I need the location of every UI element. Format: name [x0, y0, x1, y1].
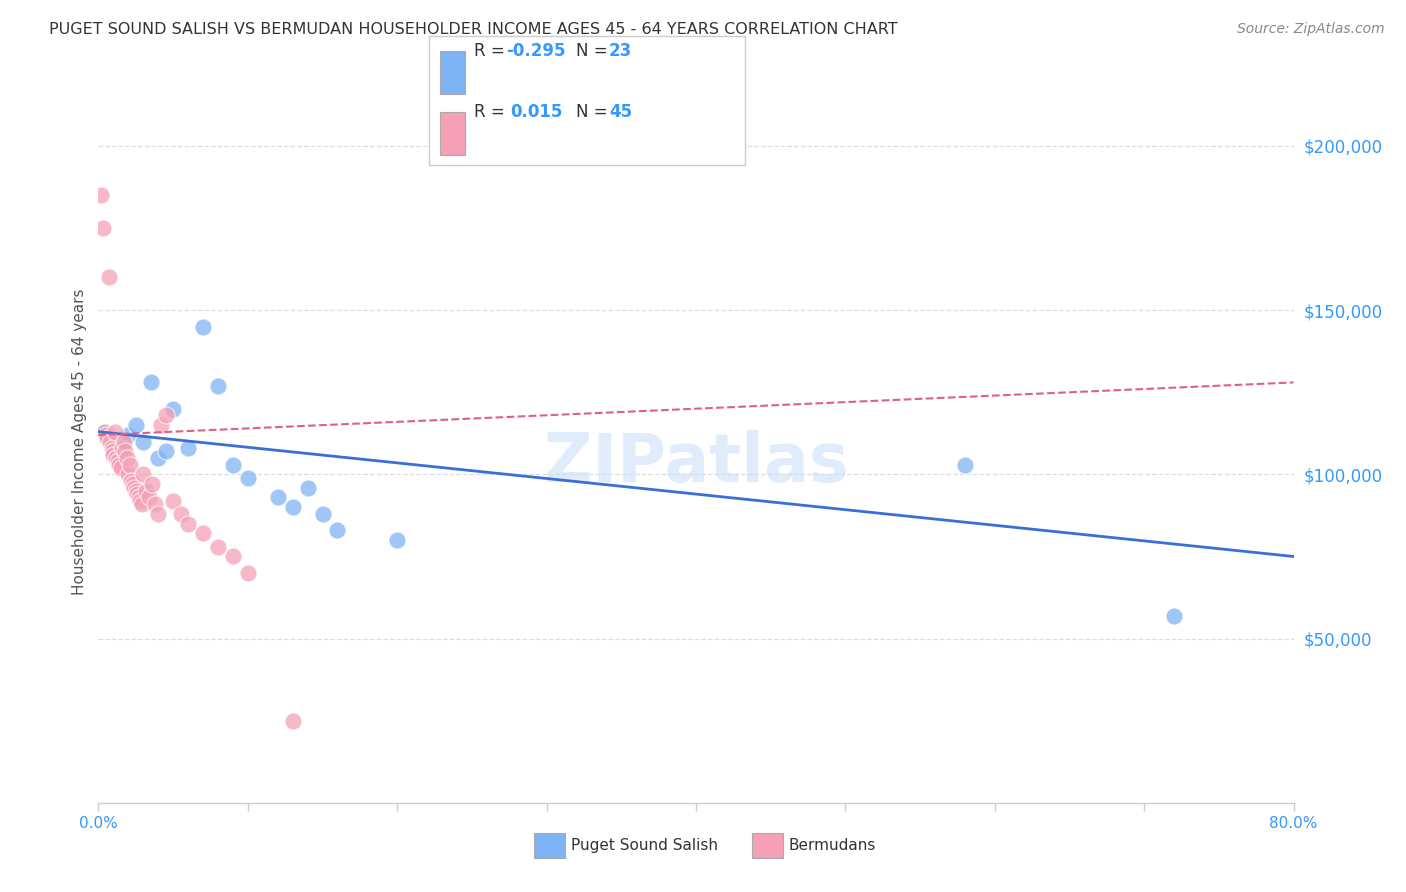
Y-axis label: Householder Income Ages 45 - 64 years: Householder Income Ages 45 - 64 years: [72, 288, 87, 595]
Point: [236, 566, 259, 580]
Text: 0.015: 0.015: [510, 103, 562, 121]
Point: [138, 491, 160, 505]
Point: [98, 434, 122, 449]
Point: [131, 497, 153, 511]
Text: Source: ZipAtlas.com: Source: ZipAtlas.com: [1237, 22, 1385, 37]
Point: [90, 188, 112, 202]
Point: [96, 431, 118, 445]
Text: N =: N =: [576, 103, 613, 121]
Point: [103, 448, 125, 462]
Point: [132, 434, 155, 449]
Point: [128, 491, 150, 505]
Point: [127, 487, 149, 501]
Text: R =: R =: [474, 103, 515, 121]
Point: [124, 481, 146, 495]
Point: [97, 270, 120, 285]
Point: [110, 460, 132, 475]
Point: [132, 467, 155, 482]
Point: [143, 497, 166, 511]
Point: [121, 477, 143, 491]
Point: [120, 474, 142, 488]
Text: -0.295: -0.295: [506, 42, 565, 60]
Point: [104, 425, 127, 439]
Text: PUGET SOUND SALISH VS BERMUDAN HOUSEHOLDER INCOME AGES 45 - 64 YEARS CORRELATION: PUGET SOUND SALISH VS BERMUDAN HOUSEHOLD…: [49, 22, 898, 37]
Point: [385, 533, 409, 547]
Point: [103, 444, 125, 458]
Text: Bermudans: Bermudans: [789, 838, 876, 853]
Point: [141, 477, 163, 491]
Point: [162, 493, 184, 508]
Point: [108, 458, 131, 472]
Point: [91, 221, 114, 235]
Point: [1163, 608, 1185, 623]
Text: 23: 23: [609, 42, 633, 60]
Point: [115, 450, 138, 465]
Point: [177, 441, 200, 455]
Text: N =: N =: [576, 42, 613, 60]
Point: [311, 507, 333, 521]
Point: [207, 540, 229, 554]
Point: [94, 425, 117, 439]
Point: [110, 434, 132, 449]
Point: [117, 467, 139, 482]
Point: [103, 441, 125, 455]
Point: [267, 491, 290, 505]
Point: [117, 428, 139, 442]
Point: [118, 458, 141, 472]
Point: [135, 483, 157, 498]
Point: [93, 425, 115, 439]
Point: [155, 409, 177, 423]
Text: ZIPatlas: ZIPatlas: [544, 430, 848, 496]
Text: Puget Sound Salish: Puget Sound Salish: [571, 838, 718, 853]
Point: [222, 549, 245, 564]
Point: [107, 454, 129, 468]
Point: [148, 450, 170, 465]
Point: [114, 444, 136, 458]
Point: [297, 481, 319, 495]
Point: [129, 493, 152, 508]
Point: [150, 418, 173, 433]
Point: [177, 516, 200, 531]
Point: [281, 500, 304, 515]
Point: [191, 526, 214, 541]
Point: [281, 714, 304, 728]
Point: [162, 401, 184, 416]
Point: [111, 441, 134, 455]
Point: [125, 418, 148, 433]
Point: [112, 434, 135, 449]
Text: R =: R =: [474, 42, 510, 60]
Point: [191, 319, 214, 334]
Point: [139, 376, 162, 390]
Point: [169, 507, 191, 521]
Point: [105, 450, 128, 465]
Point: [222, 458, 245, 472]
Point: [953, 458, 976, 472]
Point: [155, 444, 177, 458]
Point: [125, 483, 148, 498]
Point: [94, 428, 117, 442]
Point: [207, 378, 229, 392]
Point: [101, 441, 124, 455]
Point: [326, 523, 349, 537]
Text: 45: 45: [609, 103, 631, 121]
Point: [148, 507, 170, 521]
Point: [236, 471, 259, 485]
